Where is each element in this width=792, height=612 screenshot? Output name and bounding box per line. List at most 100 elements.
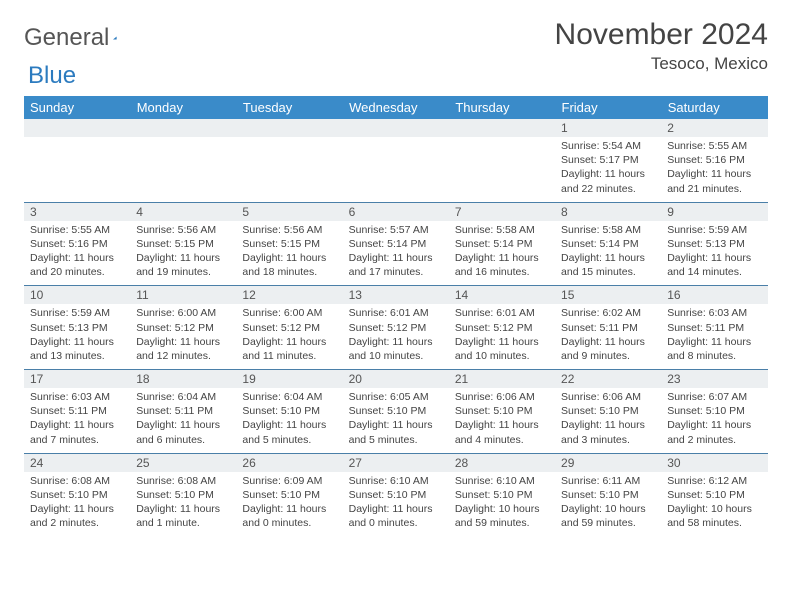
daylight-text: Daylight: 11 hours and 3 minutes. bbox=[561, 418, 655, 446]
daylight-text: Daylight: 11 hours and 22 minutes. bbox=[561, 167, 655, 195]
calendar-cell bbox=[24, 119, 130, 202]
sunset-text: Sunset: 5:10 PM bbox=[242, 488, 336, 502]
sunset-text: Sunset: 5:17 PM bbox=[561, 153, 655, 167]
calendar-head: Sunday Monday Tuesday Wednesday Thursday… bbox=[24, 96, 768, 119]
daylight-text: Daylight: 11 hours and 13 minutes. bbox=[30, 335, 124, 363]
calendar-cell: 13Sunrise: 6:01 AMSunset: 5:12 PMDayligh… bbox=[343, 286, 449, 370]
daylight-text: Daylight: 11 hours and 15 minutes. bbox=[561, 251, 655, 279]
sunrise-text: Sunrise: 6:06 AM bbox=[455, 390, 549, 404]
daylight-text: Daylight: 11 hours and 12 minutes. bbox=[136, 335, 230, 363]
daylight-text: Daylight: 11 hours and 10 minutes. bbox=[349, 335, 443, 363]
calendar-row: 17Sunrise: 6:03 AMSunset: 5:11 PMDayligh… bbox=[24, 370, 768, 454]
sunset-text: Sunset: 5:10 PM bbox=[30, 488, 124, 502]
calendar-cell: 21Sunrise: 6:06 AMSunset: 5:10 PMDayligh… bbox=[449, 370, 555, 454]
sunrise-text: Sunrise: 6:06 AM bbox=[561, 390, 655, 404]
sunset-text: Sunset: 5:15 PM bbox=[136, 237, 230, 251]
sunset-text: Sunset: 5:10 PM bbox=[455, 488, 549, 502]
daylight-text: Daylight: 11 hours and 9 minutes. bbox=[561, 335, 655, 363]
day-body: Sunrise: 6:04 AMSunset: 5:10 PMDaylight:… bbox=[236, 388, 342, 453]
sunset-text: Sunset: 5:11 PM bbox=[561, 321, 655, 335]
sunrise-text: Sunrise: 5:55 AM bbox=[667, 139, 761, 153]
day-number: 3 bbox=[24, 203, 130, 221]
sunrise-text: Sunrise: 5:57 AM bbox=[349, 223, 443, 237]
sunset-text: Sunset: 5:12 PM bbox=[455, 321, 549, 335]
calendar-row: 3 Sunrise: 5:55 AMSunset: 5:16 PM Daylight… bbox=[24, 202, 768, 286]
day-number bbox=[130, 119, 236, 137]
sunrise-text: Sunrise: 6:07 AM bbox=[667, 390, 761, 404]
calendar-cell: 24Sunrise: 6:08 AMSunset: 5:10 PMDayligh… bbox=[24, 453, 130, 536]
day-number: 8 bbox=[555, 203, 661, 221]
day-body: Sunrise: 6:09 AMSunset: 5:10 PMDaylight:… bbox=[236, 472, 342, 537]
sunrise-text: Sunrise: 5:58 AM bbox=[455, 223, 549, 237]
dayheader-thu: Thursday bbox=[449, 96, 555, 119]
calendar-cell: 10Sunrise: 5:59 AMSunset: 5:13 PMDayligh… bbox=[24, 286, 130, 370]
sunrise-text: Sunrise: 5:54 AM bbox=[561, 139, 655, 153]
day-body: Sunrise: 5:55 AMSunset: 5:16 PMDaylight:… bbox=[661, 137, 767, 202]
day-body: Sunrise: 6:11 AMSunset: 5:10 PMDaylight:… bbox=[555, 472, 661, 537]
sunrise-text: Sunrise: 5:59 AM bbox=[667, 223, 761, 237]
day-body bbox=[449, 137, 555, 195]
location-subtitle: Tesoco, Mexico bbox=[555, 54, 768, 74]
day-body: Sunrise: 6:03 AMSunset: 5:11 PMDaylight:… bbox=[661, 304, 767, 369]
calendar-page: General November 2024 Tesoco, Mexico Blu… bbox=[0, 0, 792, 560]
dayheader-tue: Tuesday bbox=[236, 96, 342, 119]
brand-name-gray: General bbox=[24, 24, 109, 52]
day-number bbox=[24, 119, 130, 137]
calendar-cell: 20Sunrise: 6:05 AMSunset: 5:10 PMDayligh… bbox=[343, 370, 449, 454]
sunrise-text: Sunrise: 6:08 AM bbox=[136, 474, 230, 488]
daylight-text: Daylight: 11 hours and 0 minutes. bbox=[349, 502, 443, 530]
day-body: Sunrise: 6:10 AMSunset: 5:10 PMDaylight:… bbox=[449, 472, 555, 537]
calendar-cell: 22Sunrise: 6:06 AMSunset: 5:10 PMDayligh… bbox=[555, 370, 661, 454]
sunset-text: Sunset: 5:10 PM bbox=[136, 488, 230, 502]
title-block: November 2024 Tesoco, Mexico bbox=[555, 18, 768, 74]
calendar-cell: 18Sunrise: 6:04 AMSunset: 5:11 PMDayligh… bbox=[130, 370, 236, 454]
day-number: 19 bbox=[236, 370, 342, 388]
calendar-cell: 16Sunrise: 6:03 AMSunset: 5:11 PMDayligh… bbox=[661, 286, 767, 370]
sunset-text: Sunset: 5:11 PM bbox=[136, 404, 230, 418]
daylight-text: Daylight: 10 hours and 59 minutes. bbox=[455, 502, 549, 530]
day-body bbox=[236, 137, 342, 195]
dayheader-fri: Friday bbox=[555, 96, 661, 119]
sunset-text: Sunset: 5:11 PM bbox=[667, 321, 761, 335]
calendar-cell: 1 Sunrise: 5:54 AMSunset: 5:17 PMDaylight… bbox=[555, 119, 661, 202]
daylight-text: Daylight: 11 hours and 17 minutes. bbox=[349, 251, 443, 279]
calendar-cell: 6Sunrise: 5:57 AMSunset: 5:14 PMDaylight… bbox=[343, 202, 449, 286]
day-body: Sunrise: 6:06 AMSunset: 5:10 PMDaylight:… bbox=[555, 388, 661, 453]
brand-logo: General bbox=[24, 24, 135, 52]
sunrise-text: Sunrise: 5:55 AM bbox=[30, 223, 124, 237]
day-body: Sunrise: 6:01 AMSunset: 5:12 PMDaylight:… bbox=[343, 304, 449, 369]
day-body: Sunrise: 6:05 AMSunset: 5:10 PMDaylight:… bbox=[343, 388, 449, 453]
daylight-text: Daylight: 11 hours and 10 minutes. bbox=[455, 335, 549, 363]
sunset-text: Sunset: 5:12 PM bbox=[242, 321, 336, 335]
day-number: 15 bbox=[555, 286, 661, 304]
day-body: Sunrise: 6:01 AMSunset: 5:12 PMDaylight:… bbox=[449, 304, 555, 369]
day-number: 14 bbox=[449, 286, 555, 304]
sunset-text: Sunset: 5:14 PM bbox=[561, 237, 655, 251]
day-number: 1 bbox=[555, 119, 661, 137]
calendar-cell: 8Sunrise: 5:58 AMSunset: 5:14 PMDaylight… bbox=[555, 202, 661, 286]
calendar-row: 24Sunrise: 6:08 AMSunset: 5:10 PMDayligh… bbox=[24, 453, 768, 536]
day-number bbox=[449, 119, 555, 137]
calendar-cell: 7Sunrise: 5:58 AMSunset: 5:14 PMDaylight… bbox=[449, 202, 555, 286]
calendar-cell: 3Sunrise: 5:55 AMSunset: 5:16 PMDaylight… bbox=[24, 202, 130, 286]
daylight-text: Daylight: 11 hours and 5 minutes. bbox=[349, 418, 443, 446]
day-number: 28 bbox=[449, 454, 555, 472]
day-number: 4 bbox=[130, 203, 236, 221]
calendar-cell bbox=[236, 119, 342, 202]
sunset-text: Sunset: 5:16 PM bbox=[30, 237, 124, 251]
daylight-text: Daylight: 11 hours and 2 minutes. bbox=[667, 418, 761, 446]
sunset-text: Sunset: 5:10 PM bbox=[349, 488, 443, 502]
day-number: 24 bbox=[24, 454, 130, 472]
calendar-cell: 25Sunrise: 6:08 AMSunset: 5:10 PMDayligh… bbox=[130, 453, 236, 536]
day-number: 18 bbox=[130, 370, 236, 388]
daylight-text: Daylight: 11 hours and 18 minutes. bbox=[242, 251, 336, 279]
sunrise-text: Sunrise: 6:01 AM bbox=[349, 306, 443, 320]
sunrise-text: Sunrise: 6:05 AM bbox=[349, 390, 443, 404]
sunset-text: Sunset: 5:10 PM bbox=[561, 488, 655, 502]
day-number: 29 bbox=[555, 454, 661, 472]
sunset-text: Sunset: 5:11 PM bbox=[30, 404, 124, 418]
day-body: Sunrise: 6:10 AMSunset: 5:10 PMDaylight:… bbox=[343, 472, 449, 537]
calendar-cell: 4Sunrise: 5:56 AMSunset: 5:15 PMDaylight… bbox=[130, 202, 236, 286]
calendar-cell: 29Sunrise: 6:11 AMSunset: 5:10 PMDayligh… bbox=[555, 453, 661, 536]
calendar-cell: 5Sunrise: 5:56 AMSunset: 5:15 PMDaylight… bbox=[236, 202, 342, 286]
